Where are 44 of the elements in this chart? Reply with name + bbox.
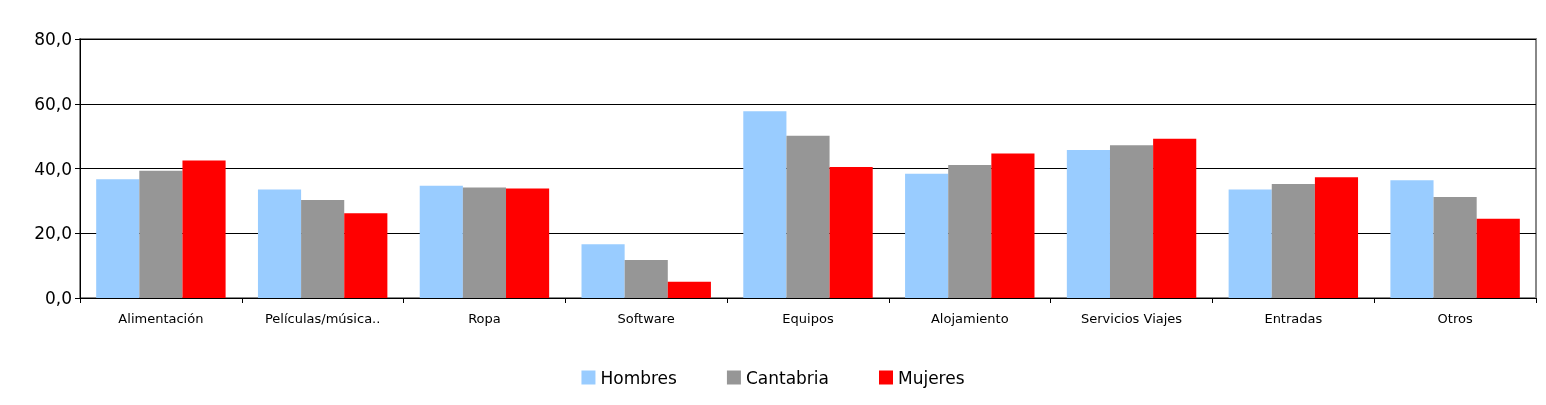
x-tick-label: Ropa <box>468 311 501 326</box>
bar <box>1271 184 1315 298</box>
bar <box>991 153 1035 298</box>
x-tick-label: Películas/música.. <box>264 311 381 326</box>
bar <box>1314 177 1359 298</box>
x-tick-label: Software <box>617 311 675 326</box>
y-tick-label: 0,0 <box>44 288 72 308</box>
bar <box>786 135 830 298</box>
bar <box>301 199 345 298</box>
bar <box>948 164 992 298</box>
bar <box>1476 218 1520 298</box>
bar <box>829 166 873 298</box>
y-tick-label: 80,0 <box>34 29 72 49</box>
y-tick-label: 60,0 <box>34 93 72 114</box>
bar <box>624 260 668 298</box>
x-tick-label: Alimentación <box>118 311 204 326</box>
x-tick-label: Alojamiento <box>930 311 1009 326</box>
bar <box>96 179 140 298</box>
bar <box>506 188 550 298</box>
legend-label: Cantabria <box>745 367 829 388</box>
x-tick-label: Entradas <box>1264 311 1323 326</box>
legend-label: Mujeres <box>897 367 965 388</box>
x-tick-label: Equipos <box>782 311 834 326</box>
bar <box>257 189 302 298</box>
bar <box>905 173 949 298</box>
bar <box>1066 150 1110 298</box>
bar <box>462 187 507 298</box>
legend-label: Hombres <box>600 367 678 388</box>
y-tick-label: 20,0 <box>34 223 72 244</box>
y-tick-label: 40,0 <box>34 158 72 179</box>
bar <box>139 170 183 298</box>
x-tick-label: Otros <box>1437 311 1473 326</box>
bar <box>1433 196 1477 298</box>
bar <box>743 111 787 298</box>
bar <box>1109 145 1154 298</box>
bar <box>419 185 463 298</box>
bar <box>344 213 388 298</box>
bar <box>1228 189 1272 298</box>
bar <box>667 281 711 298</box>
bar <box>581 244 625 298</box>
x-tick-label: Servicios Viajes <box>1081 311 1183 326</box>
bar <box>1153 138 1197 298</box>
bar <box>1390 180 1434 298</box>
bar <box>182 160 226 298</box>
